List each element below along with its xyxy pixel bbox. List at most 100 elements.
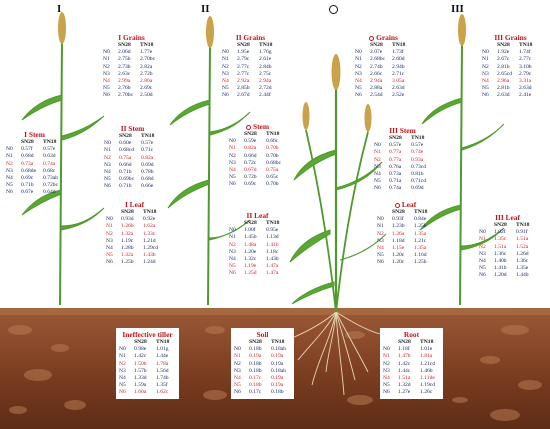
sn28-value: 0.77a [389,149,402,156]
tn18-value: 3.10b [519,63,532,70]
sn28-value: 0.66d [119,161,132,168]
column-label [104,133,119,140]
sn28-value: 0.17c [249,375,262,382]
data-row: N2 1.42c 1.21cd [383,361,440,368]
tn18-value: 1.74b [156,375,169,382]
panel-header-row: SN28 TN18 [377,209,434,216]
treatment-label: N6 [106,259,113,266]
treatment-label: N3 [374,163,381,170]
tn18-value: 0.66e [141,183,154,190]
sn28-value: 0.73a [21,160,34,167]
panel-ineffective-tiller: Ineffective tiller SN28 TN18 N0 0.98e 1.01g N1… [116,328,179,399]
column-label: SN28 [21,139,34,145]
column-label: TN18 [156,339,170,345]
panel-title: Leaf [377,200,434,209]
data-row: N2 1.50b 1.78a [119,361,176,368]
tn18-value: 0.19a [271,382,284,389]
sn28-value: 2.67c [497,56,510,63]
treatment-label: N0 [229,227,236,234]
tn18-value: 1.47a [266,270,279,277]
panel-II-stem: II Stem SN28 TN18 N0 0.60e 0.57e N1 0.68cd 0.71c… [104,124,161,191]
sn28-value: 1.40b [494,258,507,265]
panel-III-stem: III Stem SN28 TN18 N0 0.57e 0.57e N1 0.77a 0.74e… [374,126,431,193]
sn28-value: 1.15e [392,245,405,252]
sn28-value: 0.19a [249,353,262,360]
column-label [374,135,389,142]
data-row: N0 0.57e 0.57e [374,142,431,149]
tn18-value: 0.78b [141,169,154,176]
data-row: N5 2.76b 2.69c [103,85,160,92]
treatment-label: N1 [479,236,486,243]
sn28-value: 1.95e [237,49,250,56]
treatment-label: N5 [234,382,241,389]
data-row: N1 1.23b 1.25b [377,223,434,230]
tn18-value: 1.29cd [143,245,159,252]
treatment-label: N4 [377,245,384,252]
treatment-label: N2 [383,360,390,367]
tn18-value: 0.19a [271,375,284,382]
tn18-value: 1.26d [516,250,529,257]
wheat-plant-III [419,14,505,306]
sn28-value: 0.60e [119,140,132,147]
panel-II-grains: II Grains SN28 TN18 N0 1.95e 1.76g N1 2.79c 2.61… [222,33,279,100]
data-row: N5 0.71a 0.71cd [374,178,431,185]
panel-title: Root [383,330,440,339]
treatment-label: N3 [6,167,13,174]
panel-title-text: Root [403,330,420,339]
data-row: N1 1.42c 1.44e [119,353,176,360]
column-label: TN18 [266,131,280,137]
sn28-value: 1.35c [494,236,507,243]
sn28-value: 1.41b [494,265,507,272]
tn18-value: 1.25b [414,223,427,230]
sn28-value: 1.48a [244,241,257,248]
treatment-label: N4 [482,78,489,85]
tn18-value: 1.11de [420,375,435,382]
tn18-value: 1.01e [420,346,433,353]
treatment-label: N5 [229,263,236,270]
sn28-value: 1.92e [497,49,510,56]
treatment-label: N2 [104,154,111,161]
data-row: N1 1.47b 1.81a [383,353,440,360]
sn28-value: 2.67d [237,92,250,99]
column-label: TN18 [259,42,273,48]
panel-title-text: II Grains [235,33,266,42]
tn18-value: 0.18ab [271,346,287,353]
treatment-label: N4 [234,375,241,382]
data-row: N4 1.15e 1.35a [377,245,434,252]
tn18-value: 0.73ab [43,175,59,182]
data-row: N2 0.18b 0.19a [234,361,291,368]
panel-title: Grains [355,33,412,42]
sn28-value: 1.20d [494,272,507,279]
treatment-label: N2 [103,63,110,70]
sn28-value: 1.32d [398,382,411,389]
data-row: N2 1.51a 1.52a [479,244,536,251]
data-row: N2 0.75a 0.82a [104,155,161,162]
data-row: N1 0.77a 0.74e [374,149,431,156]
tn18-value: 1.43b [266,256,279,263]
treatment-label: N6 [119,389,126,396]
sn28-value: 1.25b [121,259,134,266]
panel-title: Ineffective tiller [119,330,176,339]
tn18-value: 0.91f [516,229,528,236]
data-row: N1 2.79c 2.61e [222,56,279,63]
data-row: N4 1.33d 1.74b [119,375,176,382]
treatment-label: N4 [229,256,236,263]
tn18-value: 0.92e [143,216,156,223]
panel-title: III Leaf [479,213,536,222]
tn18-value: 0.70b [266,152,279,159]
sn28-value: 2.96a [497,78,510,85]
treatment-label: N2 [355,63,362,70]
column-label: TN18 [141,133,155,139]
treatment-label: N3 [479,250,486,257]
data-row: N1 0.19a 0.19a [234,353,291,360]
sn28-value: 1.47b [398,353,411,360]
data-row: N5 0.71b 0.72bc [6,182,63,189]
treatment-label: N0 [6,146,13,153]
sn28-value: 1.57b [134,367,147,374]
data-row: N4 1.32c 1.43b [229,256,286,263]
sn28-value: 0.69bc [119,176,135,183]
panel-title-text: I Grains [118,33,145,42]
panel-title: I Grains [103,33,160,42]
data-row: N5 1.19e 1.47a [229,263,286,270]
data-row: N4 1.28b 1.29cd [106,245,163,252]
